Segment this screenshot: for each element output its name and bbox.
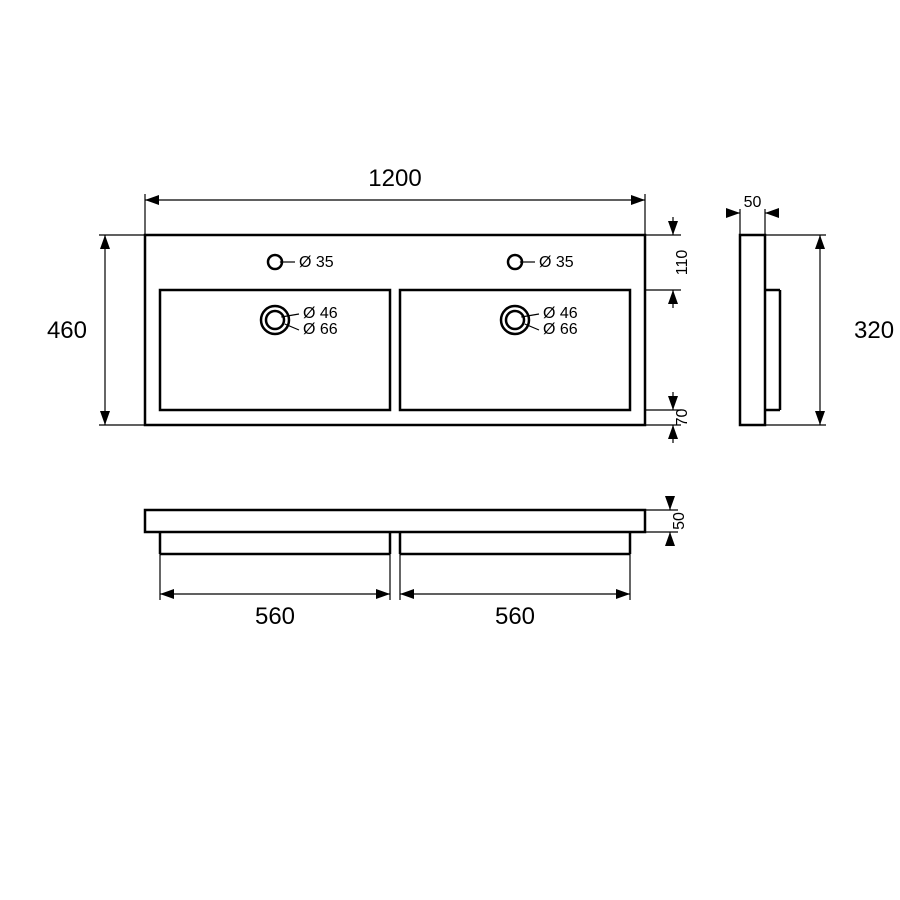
dim-side-height: 320 <box>854 317 894 344</box>
dim-tap-dia: Ø 35 <box>539 254 574 271</box>
dim-tap-dia: Ø 35 <box>299 254 334 271</box>
dim-basin-width: 560 <box>255 603 295 630</box>
dim-side-top: 50 <box>744 194 762 211</box>
dim-overall-depth: 460 <box>47 317 87 344</box>
technical-drawing: 120046011070Ø 35Ø 35Ø 46Ø 66Ø 46Ø 665032… <box>0 0 900 900</box>
dim-top-offset: 110 <box>674 250 691 276</box>
dim-bottom-offset: 70 <box>674 409 691 427</box>
dim-drain-outer: Ø 66 <box>303 321 338 338</box>
dim-front-top: 50 <box>671 512 688 530</box>
dim-drain-inner: Ø 46 <box>543 305 578 322</box>
dim-drain-inner: Ø 46 <box>303 305 338 322</box>
dim-drain-outer: Ø 66 <box>543 321 578 338</box>
dim-basin-width: 560 <box>495 603 535 630</box>
dim-overall-width: 1200 <box>368 165 421 192</box>
